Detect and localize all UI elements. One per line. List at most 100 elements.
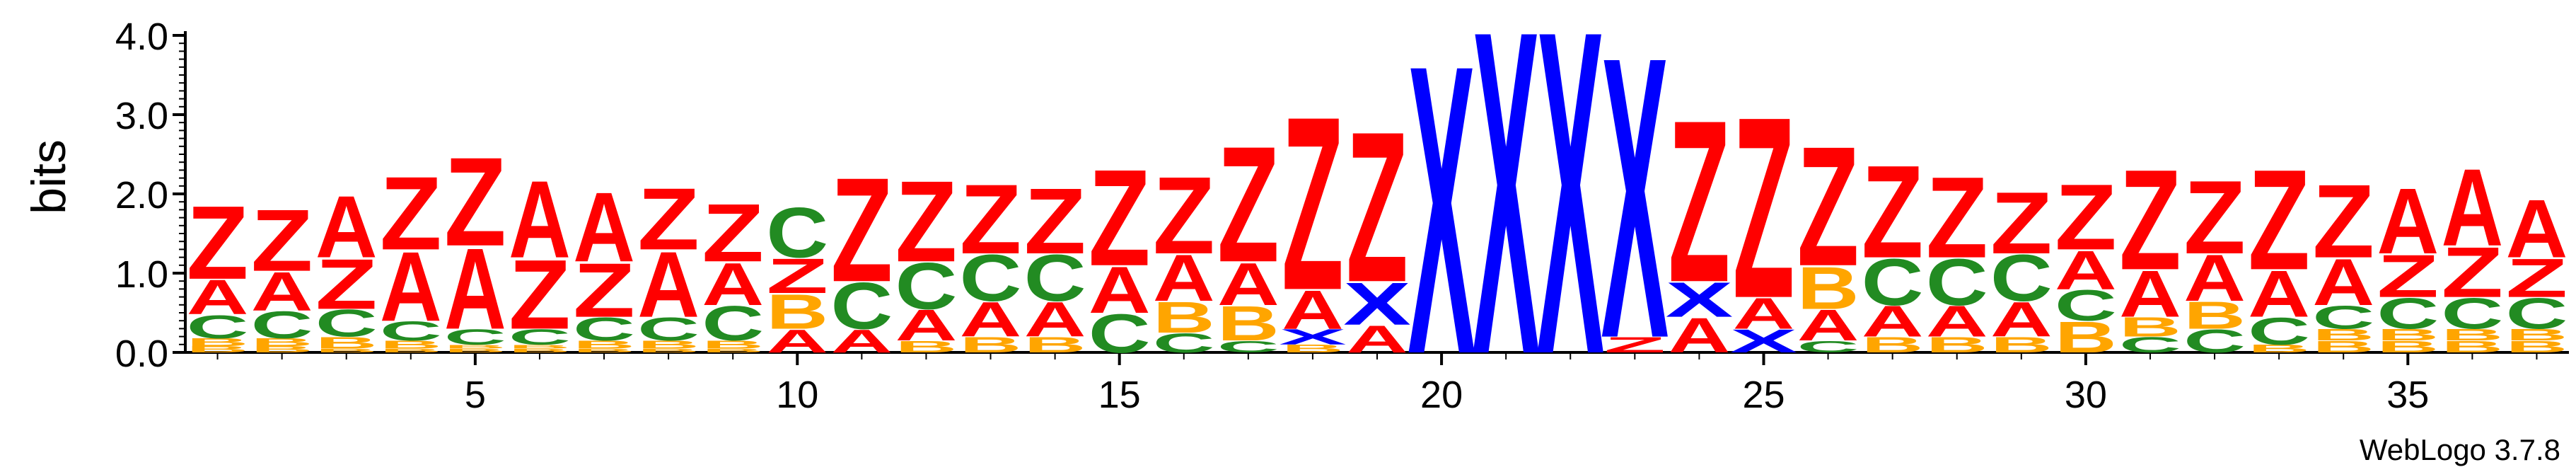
logo-glyph-b: B [380,339,442,351]
logo-glyph-c: C [251,304,313,347]
logo-glyph-c: C [1024,241,1086,315]
logo-glyph-z: Z [702,187,764,279]
logo-glyph-c: C [2506,289,2568,338]
logo-glyph-b: B [1153,294,1215,343]
logo-glyph-z: Z [2119,140,2181,300]
logo-glyph-c: C [1862,245,1924,318]
logo-glyph-z: Z [1926,153,1988,282]
logo-glyph-z: Z [2506,248,2568,309]
x-tick-label: 35 [2386,374,2429,416]
logo-glyph-b: B [2055,313,2117,362]
logo-glyph-b: B [509,347,571,354]
logo-glyph-x: X [1536,0,1604,451]
logo-glyph-z: Z [2312,163,2374,280]
logo-glyph-b: B [1024,333,1086,357]
logo-glyph-z: Z [444,132,506,273]
logo-glyph-z: Z [895,156,958,286]
logo-glyph-z: Z [315,245,378,324]
logo-glyph-z: Z [2377,243,2439,311]
logo-glyph-x: X [1666,272,1734,327]
logo-glyph-a: A [1024,292,1086,347]
x-axis: 5 10 15 20 25 30 35 [185,351,2569,416]
logo-glyph-b: B [2183,294,2246,337]
logo-glyph-a: A [2377,168,2439,273]
logo-glyph-b: B [573,347,635,354]
logo-glyph-a: A [573,171,635,282]
logo-glyph-x: X [1472,0,1540,451]
logo-glyph-z: Z [187,184,249,301]
logo-glyph-z: Z [2248,140,2310,300]
logo-glyph-z: Z [2055,165,2117,270]
logo-glyph-b: B [960,333,1022,357]
logo-glyph-a: A [1217,251,1280,318]
logo-glyph-a: A [960,292,1022,347]
x-tick-label: 30 [2065,374,2107,416]
logo-glyph-c: C [1153,328,1215,359]
logo-glyph-a: A [637,232,700,337]
logo-glyph-x: X [1279,325,1347,350]
logo-glyph-b: B [573,339,635,351]
logo-glyph-a: A [2312,245,2374,318]
logo-glyph-x: X [1601,0,1669,422]
logo-glyph-a: A [1346,318,1408,361]
logo-glyph-b: B [187,345,249,355]
logo-glyph-c: C [444,325,506,350]
logo-glyph-c: C [187,309,249,345]
logo-glyph-a: A [2506,183,2568,275]
logo-glyph-b: B [2442,338,2504,356]
logo-glyph-a: A [1990,292,2053,347]
logo-glyph-a: A [2442,146,2504,269]
logo-glyph-a: A [1282,279,1344,340]
logo-glyph-b: B [1217,296,1280,351]
logo-glyph-c: C [766,192,828,272]
logo-glyph-z: Z [1669,73,1731,330]
logo-glyph-z: Z [637,170,700,268]
logo-glyph-b: B [2506,326,2568,344]
logo-glyph-a: A [251,260,313,322]
logo-glyph-b: B [2119,312,2181,343]
logo-glyph-a: A [2183,241,2246,315]
logo-glyph-a: A [1862,297,1924,346]
logo-glyph-b: B [251,345,313,355]
y-tick-label: 1.0 [115,253,168,296]
logo-glyph-c: C [315,301,378,345]
logo-glyph-c: C [1217,338,1280,356]
logo-glyph-a: A [1089,253,1151,327]
logo-glyph-a: A [1733,289,1795,338]
logo-glyph-c: C [2248,310,2310,353]
logo-glyph-c: C [1797,338,1860,356]
logo-glyph-c: C [2377,289,2439,338]
logo-glyph-b: B [1926,333,1988,357]
logo-glyph-z: Z [1604,333,1666,357]
logo-glyph-b: B [1797,255,1860,322]
logo-glyph-c: C [960,241,1022,315]
logo-glyph-a: A [509,158,571,281]
logo-glyph-c: C [380,316,442,347]
logo-glyph-a: A [1797,301,1860,350]
logo-glyph-b: B [2312,326,2374,344]
logo-glyph-b: B [380,347,442,354]
y-tick-label: 2.0 [115,174,168,217]
x-tick-label: 25 [1742,374,1785,416]
y-axis: 0.0 1.0 2.0 3.0 4.0 [115,16,187,375]
logo-glyph-a: A [444,225,506,354]
logo-glyph-a: A [830,323,893,359]
logo-glyph-a: A [766,323,828,359]
logo-glyph-c: C [2055,282,2117,330]
logo-glyph-a: A [2119,257,2181,330]
logo-glyph-c: C [637,311,700,348]
logo-glyph-z: Z [1089,141,1151,294]
logo-glyph-b: B [1282,343,1344,355]
logo-glyph-c: C [895,249,958,323]
logo-glyph-a: A [2055,239,2117,301]
y-tick-label: 0.0 [115,333,168,375]
logo-glyph-b: B [251,336,313,348]
logo-glyph-b: B [895,338,958,356]
logo-glyph-a: A [1926,297,1988,346]
logo-glyph-b: B [2377,326,2439,344]
logo-glyph-z: Z [509,240,571,350]
logo-glyph-b: B [444,343,506,350]
x-tick-label: 5 [465,374,486,416]
logo-glyph-c: C [2442,289,2504,338]
